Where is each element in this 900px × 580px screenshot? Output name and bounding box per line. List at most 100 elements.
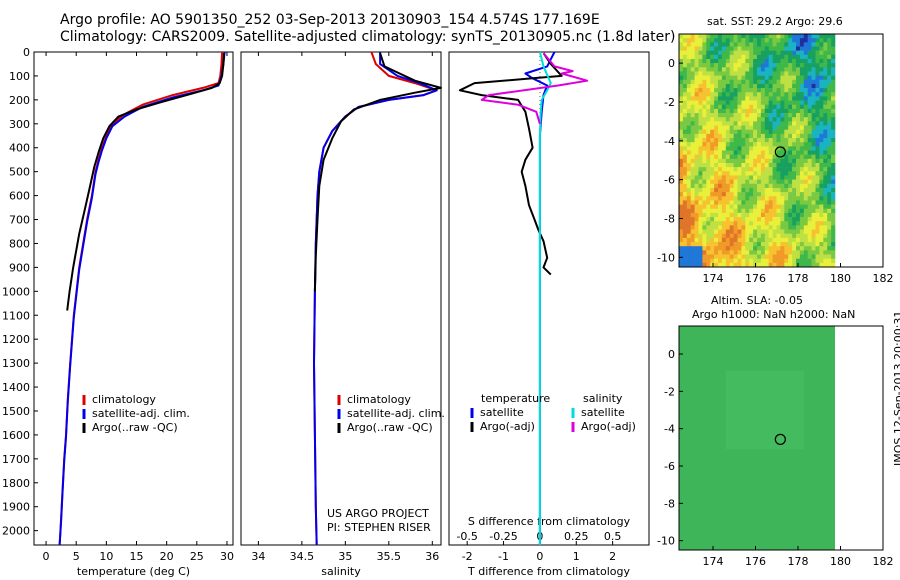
sst-cell [831,254,836,259]
sst-cell [772,229,777,235]
sst-cell [690,246,695,251]
sst-cell [694,92,699,97]
sst-cell [815,117,820,122]
sst-cell [807,50,812,56]
sst-cell [682,38,688,43]
sst-cell [749,258,754,264]
sst-cell [772,154,777,160]
sst-cell [737,79,742,85]
sst-cell [714,262,719,268]
sst-cell [714,237,719,243]
sst-cell [803,162,808,168]
sst-cell [831,229,836,235]
sst-cell [757,142,762,147]
sst-cell [749,217,754,222]
sst-cell [745,117,750,122]
sst-cell [721,237,727,243]
sst-cell [827,233,832,239]
sst-cell [807,108,812,114]
sst-cell [749,150,754,155]
sst-cell [764,79,769,85]
sst-cell [721,96,727,101]
sst-cell [768,83,773,89]
sst-cell [737,108,742,114]
sst-cell [694,154,699,160]
sst-cell [796,83,801,89]
sst-cell [686,200,691,205]
sst-cell [796,88,801,93]
sst-cell [757,179,762,185]
sst-cell [815,38,820,43]
sst-cell [745,100,750,106]
sst-cell [690,92,695,97]
sst-cell [796,217,801,222]
sst-cell [831,158,836,164]
sst-cell [686,46,691,51]
sst-cell [721,167,727,172]
sst-cell [823,96,828,101]
sst-cell [819,175,824,180]
sst-cell [710,208,715,214]
sst-cell [757,254,762,259]
sst-cell [741,187,746,193]
sst-cell [827,71,832,76]
sst-cell [679,117,684,122]
sst-cell [729,204,734,210]
sst-cell [815,58,820,64]
sst-cell [721,104,727,110]
sst-cell [799,171,805,176]
sst-cell [768,125,773,130]
sst-cell [796,117,801,122]
sst-cell [706,225,711,230]
legend-label: Argo(..raw -QC) [347,421,433,434]
sst-cell [811,50,816,56]
sst-cell [721,204,727,210]
sst-cell [737,212,742,218]
sst-cell [807,225,812,230]
sst-cell [733,254,738,259]
sst-cell [698,154,703,160]
sst-cell [679,171,684,176]
sst-cell [714,146,719,151]
sst-cell [745,154,750,160]
sst-cell [686,100,691,106]
sst-cell [694,96,699,101]
sst-cell [796,212,801,218]
sst-cell [686,50,691,56]
sst-cell [757,125,762,130]
sst-cell [718,192,723,197]
sst-cell [753,217,758,222]
sst-cell [686,154,691,160]
sst-cell [757,88,762,93]
sst-cell [706,71,711,76]
sst-cell [706,233,711,239]
sst-cell [686,150,691,155]
sst-cell [819,179,824,185]
sst-cell [768,50,773,56]
sst-cell [721,242,727,247]
sst-cell [780,46,785,51]
sst-cell [721,154,727,160]
sst-cell [753,229,758,235]
sst-cell [819,217,824,222]
sst-cell [827,208,832,214]
sst-cell [737,200,742,205]
sst-cell [679,183,684,189]
sst-cell [733,75,738,81]
sst-cell [796,150,801,155]
sst-cell [702,42,707,47]
sst-cell [679,196,684,201]
sst-cell [741,242,746,247]
sst-cell [768,34,773,39]
sst-cell [749,88,754,93]
sst-cell [718,196,723,201]
sst-cell [819,246,824,251]
sst-cell [686,138,691,143]
sst-cell [682,92,688,97]
sst-cell [745,217,750,222]
x-tick-label: 1 [573,550,580,563]
sst-cell [718,154,723,160]
sst-cell [710,250,715,255]
sst-cell [780,50,785,56]
sst-cell [690,221,695,226]
